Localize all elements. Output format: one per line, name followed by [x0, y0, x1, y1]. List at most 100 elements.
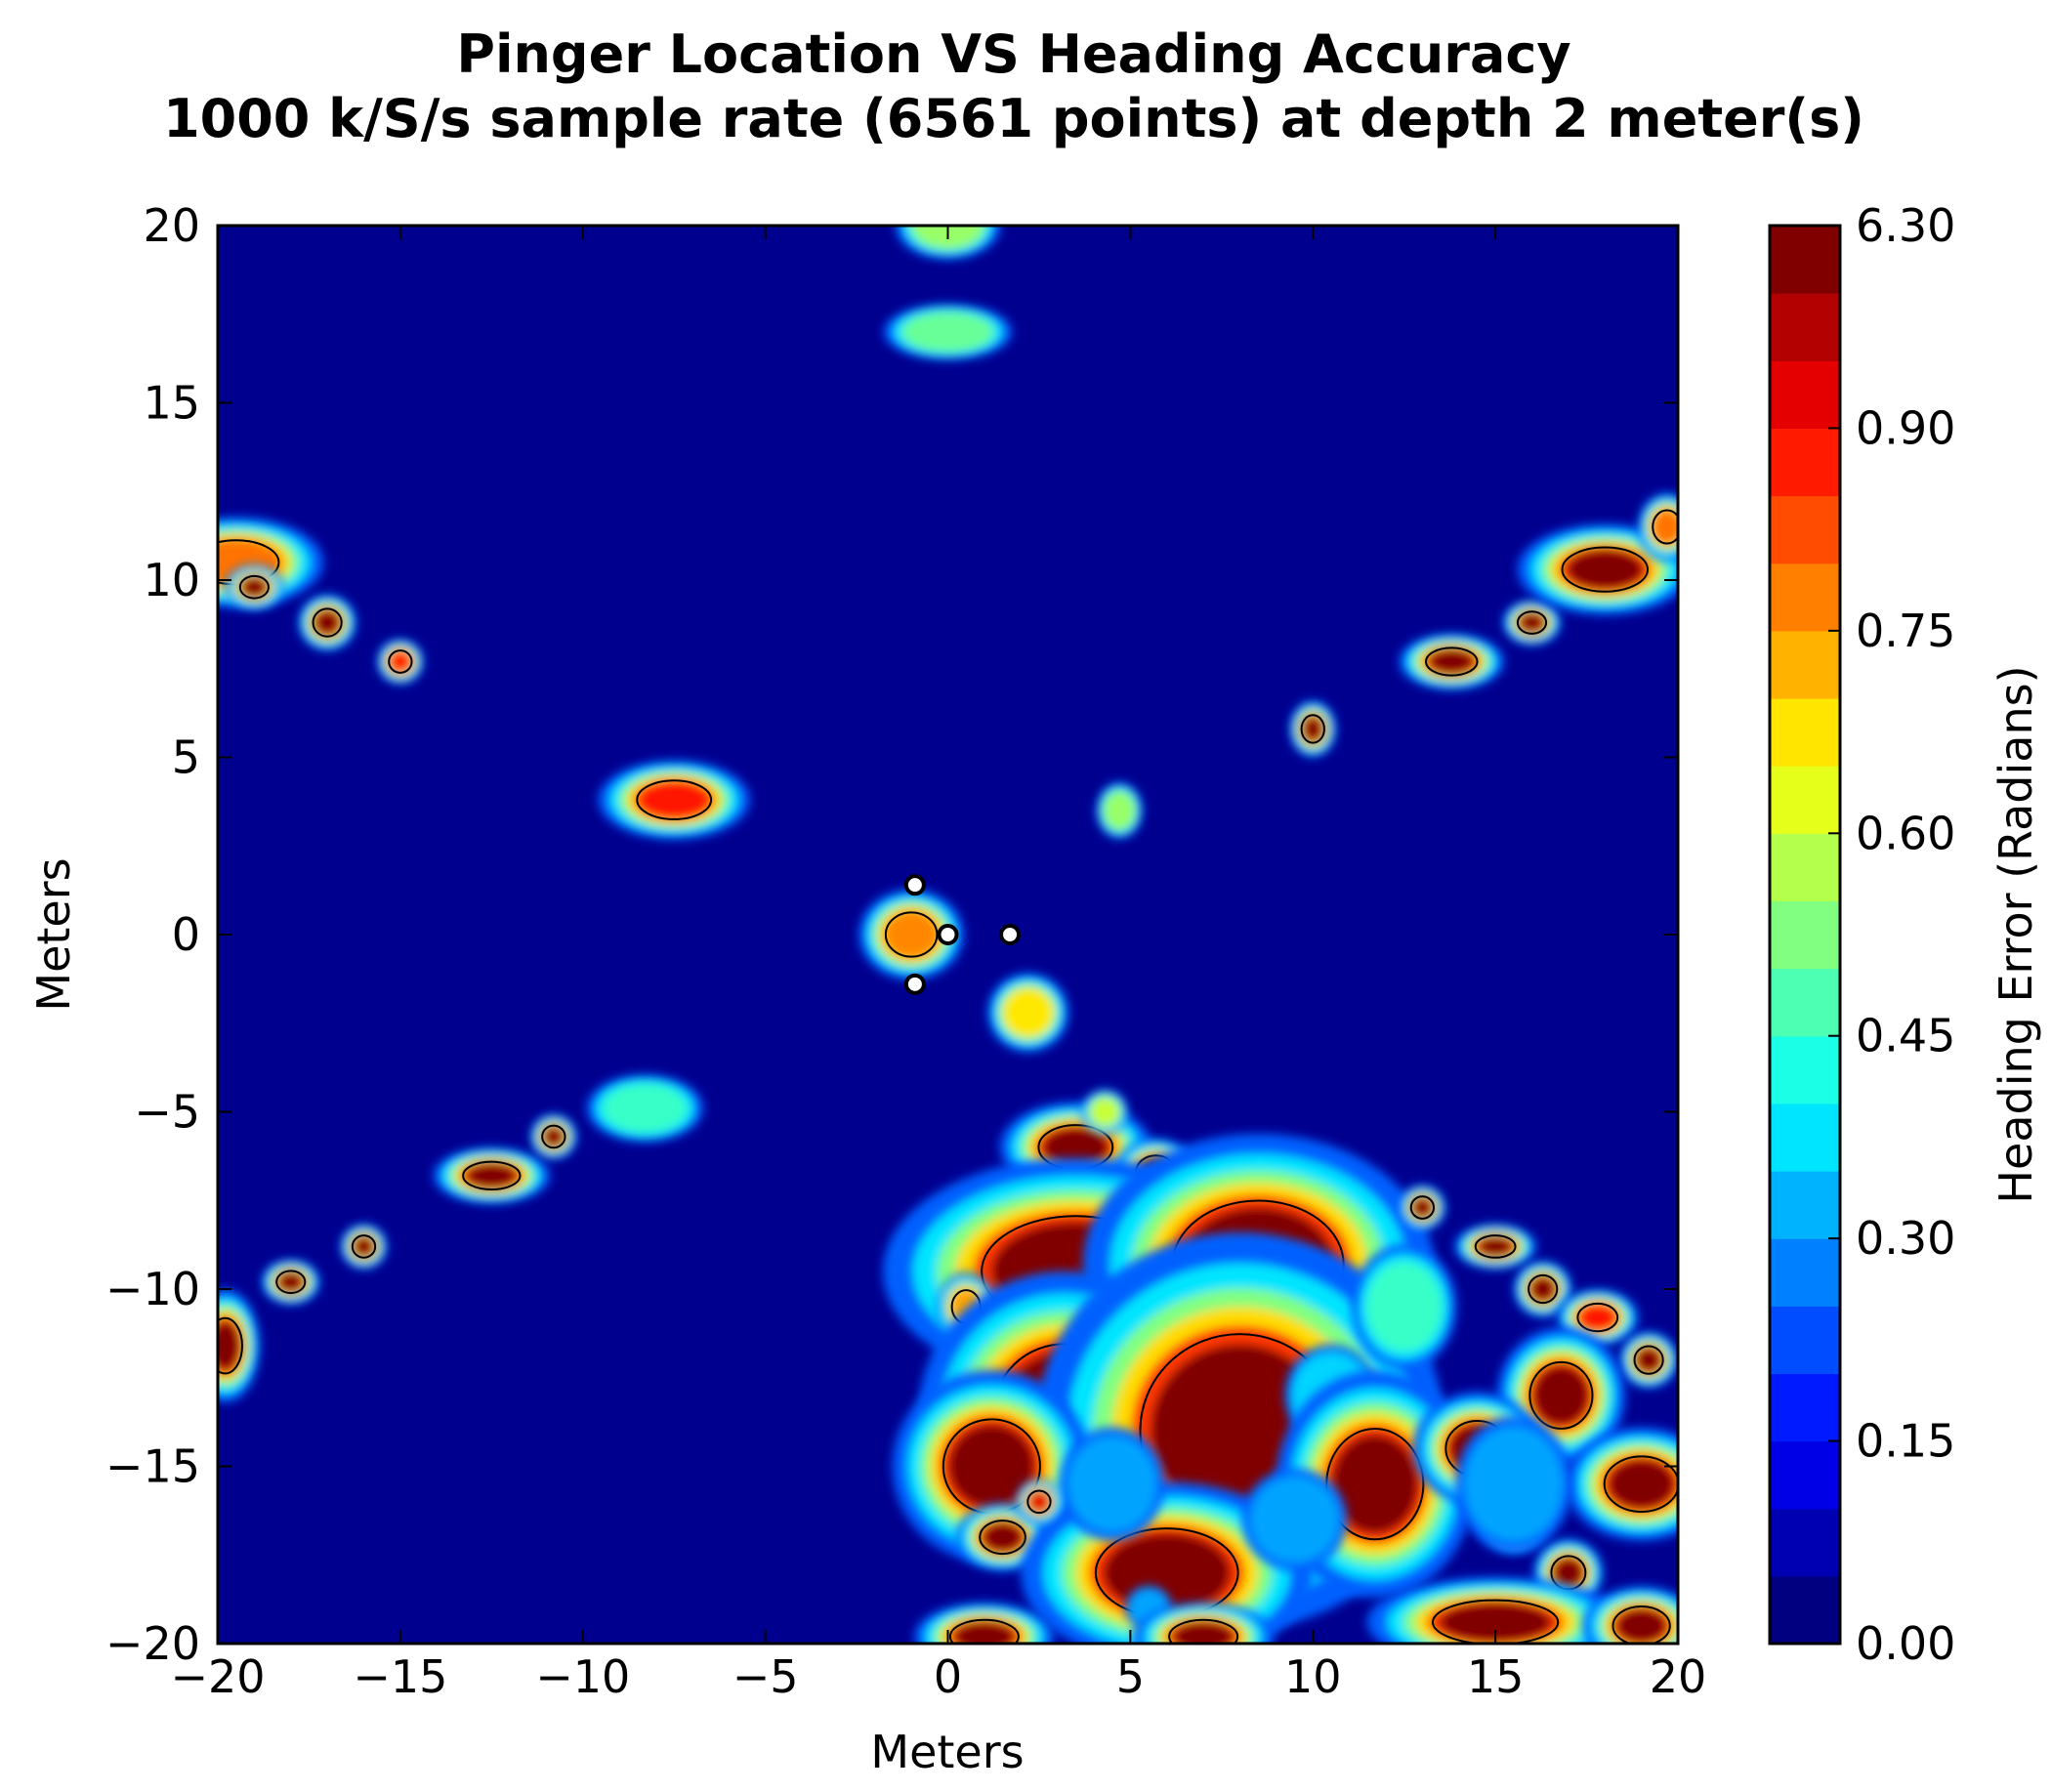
colorbar-frame: [1768, 224, 1842, 1646]
heat-band: [1439, 1602, 1552, 1643]
heat-region-4: [298, 594, 357, 651]
heat-band: [1532, 1365, 1590, 1426]
contour-line: [541, 1124, 566, 1149]
chart-subtitle: 1000 k/S/s sample rate (6561 points) at …: [163, 88, 1864, 149]
heat-region-47: [1565, 1427, 1678, 1541]
heat-region-13: [858, 889, 964, 980]
hydrophone-marker: [999, 924, 1022, 945]
heat-band: [947, 1424, 1035, 1509]
heat-band: [1579, 1305, 1616, 1330]
contour-line: [238, 574, 270, 600]
contour-line: [1633, 1345, 1664, 1375]
heat-band: [1477, 1236, 1514, 1257]
colorbar-band: [1770, 833, 1840, 902]
colorbar: 0.00 0.15 0.30 0.45 0.60 0.75 0.90 6.30: [1768, 199, 1955, 1670]
heat-region-32: [1059, 1427, 1165, 1541]
x-tick-label: −20: [170, 1650, 265, 1703]
heat-region-9: [1399, 633, 1505, 690]
x-tick-label: 0: [934, 1650, 962, 1703]
heat-region-19: [261, 1259, 320, 1305]
contour-line: [1516, 610, 1548, 635]
heat-region-7: [1096, 781, 1144, 839]
contour-line: [218, 1316, 243, 1375]
hydrophone-marker: [903, 874, 926, 896]
colorbar-band: [1770, 968, 1840, 1037]
heat-band: [390, 651, 411, 672]
y-axis: −20 −15 −10 −5 0 5 10 15 20: [105, 199, 1678, 1670]
heat-band: [1428, 648, 1475, 675]
y-tick-label: −5: [134, 1086, 200, 1139]
heat-band: [1487, 1454, 1539, 1515]
colorbar-band: [1770, 1508, 1840, 1577]
contour-line: [1026, 1489, 1052, 1515]
heat-region-12: [1637, 492, 1678, 562]
heat-region-38: [914, 1602, 1055, 1644]
heat-region-39: [1133, 1602, 1274, 1644]
y-tick-label: 10: [143, 554, 200, 606]
heat-band: [1010, 995, 1047, 1030]
contour-line: [1528, 1360, 1594, 1430]
hydrophone-marker: [937, 924, 959, 945]
heat-band: [641, 782, 708, 817]
heat-region-5: [376, 639, 424, 685]
contour-line: [1474, 1234, 1517, 1259]
heat-regions: [218, 226, 1678, 1644]
colorbar-tick-label: 0.75: [1856, 604, 1955, 657]
heat-band: [1272, 1497, 1318, 1542]
heat-band: [1567, 549, 1644, 590]
x-axis-label: Meters: [870, 1726, 1024, 1778]
heat-band: [1615, 1608, 1667, 1644]
heat-band: [953, 1621, 1016, 1644]
colorbar-tick-label: 0.30: [1856, 1212, 1955, 1265]
heat-band: [888, 914, 935, 955]
heat-band: [1028, 1491, 1050, 1512]
x-tick-label: 15: [1467, 1650, 1525, 1703]
heat-region-44: [1619, 1331, 1678, 1389]
heat-region-16: [433, 1146, 551, 1204]
heat-band: [218, 1320, 241, 1371]
contour-line: [388, 649, 413, 674]
heat-band: [1553, 1558, 1584, 1588]
contour-line: [275, 1270, 307, 1295]
contour-line: [1409, 1195, 1436, 1220]
x-tick-label: 20: [1650, 1650, 1707, 1703]
colorbar-label: Heading Error (Radians): [1989, 665, 2042, 1203]
heat-region-15: [586, 1074, 704, 1143]
chart-title: Pinger Location VS Heading Accuracy: [456, 23, 1570, 85]
heat-band: [1529, 1276, 1556, 1302]
heat-band: [1331, 1434, 1419, 1534]
contour-line: [1432, 1599, 1560, 1644]
heat-band: [619, 1093, 671, 1124]
contour-line: [462, 1160, 522, 1190]
y-tick-label: 0: [172, 908, 200, 961]
heat-band: [543, 1126, 565, 1147]
y-tick-label: 15: [143, 377, 200, 430]
contour-line: [1561, 546, 1649, 593]
colorbar-band: [1770, 563, 1840, 632]
colorbar-band: [1770, 428, 1840, 497]
heat-region-10: [1502, 600, 1562, 646]
colorbar-band: [1770, 1440, 1840, 1510]
heat-region-20: [218, 1289, 261, 1403]
heat-band: [241, 577, 268, 598]
heat-band: [982, 1521, 1024, 1553]
heat-band: [1089, 1459, 1136, 1510]
x-axis: −20 −15 −10 −5 0 5 10 15 20: [170, 226, 1706, 1703]
heat-region-8: [1289, 700, 1337, 758]
heat-band: [1381, 1279, 1428, 1335]
hydrophone-markers: [903, 874, 1022, 995]
heat-band: [1042, 1127, 1109, 1168]
colorbar-band: [1770, 1171, 1840, 1239]
heat-region-3: [225, 564, 284, 610]
colorbar-band: [1770, 293, 1840, 361]
contour-line: [636, 779, 713, 820]
heat-band: [277, 1271, 304, 1292]
heat-band: [314, 609, 341, 636]
contour-line: [312, 607, 343, 638]
heat-region-0: [895, 226, 1001, 260]
contour-line: [1576, 1302, 1619, 1333]
colorbar-band: [1770, 1306, 1840, 1375]
x-tick-label: 5: [1116, 1650, 1145, 1703]
